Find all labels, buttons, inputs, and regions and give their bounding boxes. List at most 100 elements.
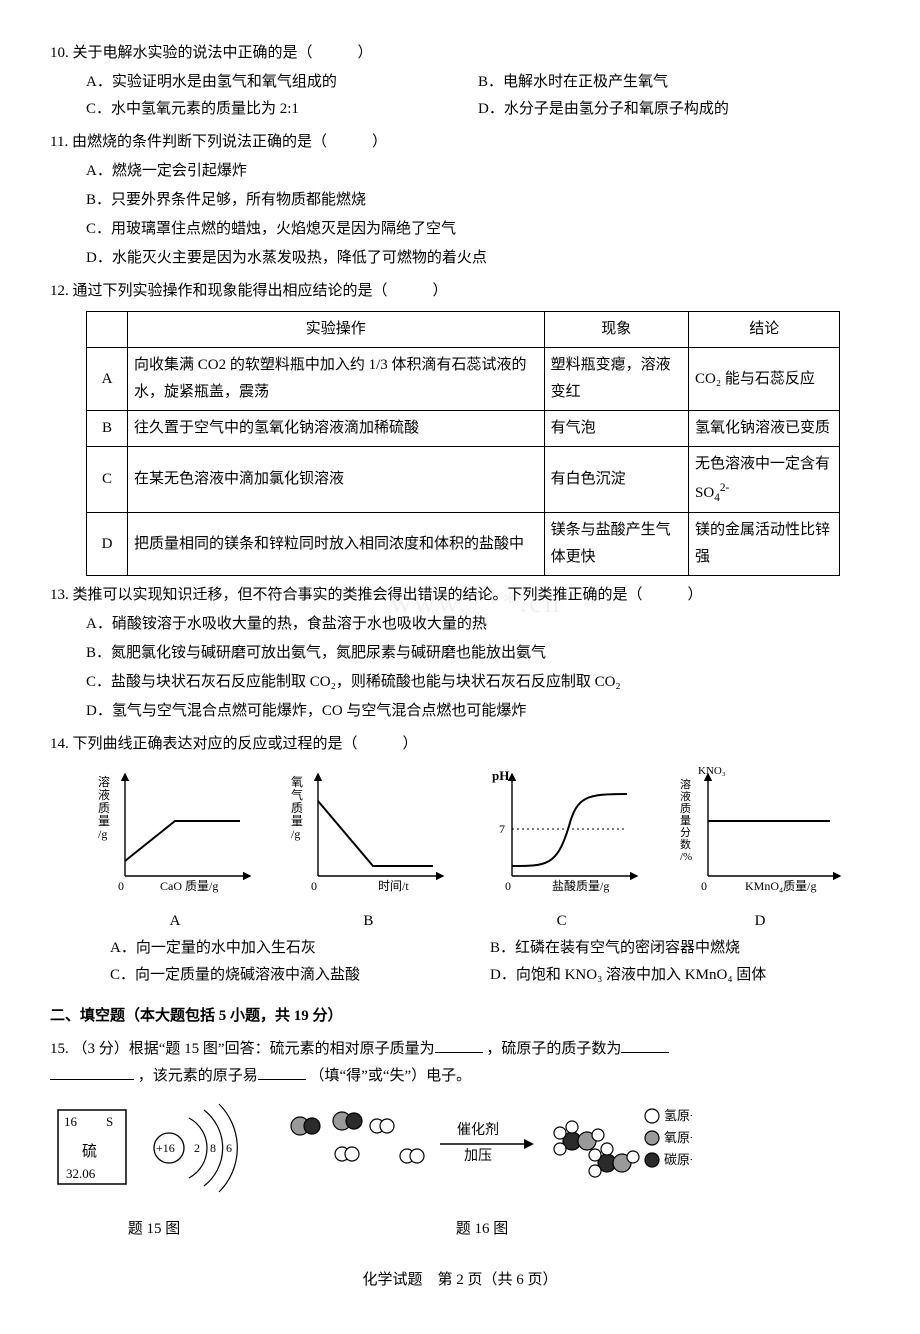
svg-text:0: 0 — [701, 879, 707, 893]
q14: 14. 下列曲线正确表达对应的反应或过程的是（ ） — [50, 731, 870, 758]
q13: 13. 类推可以实现知识迁移，但不符合事实的类推会得出错误的结论。下列类推正确的… — [50, 582, 870, 609]
q14-opt-a: A．向一定量的水中加入生石灰 — [110, 935, 490, 962]
fig15-mass: 32.06 — [66, 1166, 96, 1181]
svg-text:氢原子: 氢原子 — [664, 1108, 692, 1123]
chart-c-xlabel: 盐酸质量/g — [552, 878, 609, 893]
table-row: D 把质量相同的镁条和锌粒同时放入相同浓度和体积的盐酸中 镁条与盐酸产生气体更快… — [87, 513, 840, 576]
fig15-s3: 6 — [226, 1141, 232, 1155]
q10-stem: 关于电解水实验的说法中正确的是（ ） — [73, 45, 373, 61]
chart-b-ylabel: 氧气质量/g — [291, 775, 303, 841]
q12-d-k: D — [87, 513, 128, 576]
q13-stem: 类推可以实现知识迁移，但不符合事实的类推会得出错误的结论。下列类推正确的是（ ） — [73, 587, 703, 603]
q11-opt-c: C．用玻璃罩住点燃的蜡烛，火焰熄灭是因为隔绝了空气 — [86, 216, 870, 243]
q14-opt-d: D．向饱和 KNO₃ 溶液中加入 KMnO₄ 固体 — [490, 962, 870, 989]
table-row: B 往久置于空气中的氢氧化钠溶液滴加稀硫酸 有气泡 氢氧化钠溶液已变质 — [87, 411, 840, 447]
blank — [258, 1064, 306, 1080]
fig16: 催化剂 加压 氢原子氧原子碳原子 题 16 图 — [272, 1096, 692, 1243]
chart-c: pH 7 0 盐酸质量/g C — [477, 766, 647, 935]
q12-h-op: 实验操作 — [128, 312, 545, 348]
svg-text:碳原子: 碳原子 — [664, 1152, 692, 1167]
q15-mid2: ，该元素的原子易 — [138, 1068, 258, 1084]
q11-stem: 由燃烧的条件判断下列说法正确的是（ ） — [72, 134, 387, 150]
q15-mid1: ，硫原子的质子数为 — [486, 1041, 621, 1057]
q11-opt-b: B．只要外界条件足够，所有物质都能燃烧 — [86, 187, 870, 214]
q14-opt-b: B．红磷在装有空气的密闭容器中燃烧 — [490, 935, 870, 962]
q15: 15. （3 分）根据“题 15 图”回答：硫元素的相对原子质量为 ，硫原子的质… — [50, 1036, 870, 1090]
svg-text:0: 0 — [311, 879, 317, 893]
chart-c-ylabel: pH — [492, 768, 509, 783]
q10-num: 10. — [50, 45, 69, 61]
fig16-arrow-top: 催化剂 — [457, 1122, 499, 1138]
blank — [435, 1037, 483, 1053]
q14-charts: 溶液质量/g 0 CaO 质量/g A 氧气质量/g 0 时间/t B pH 7 — [50, 760, 870, 935]
q13-opt-d: D．氢气与空气混合点燃可能爆炸，CO 与空气混合点燃也可能爆炸 — [86, 698, 870, 725]
q12-c-op: 在某无色溶液中滴加氯化钡溶液 — [128, 447, 545, 513]
fig15-s1: 2 — [194, 1141, 200, 1155]
chart-b-xlabel: 时间/t — [378, 879, 409, 893]
chart-c-tick: 7 — [499, 822, 505, 836]
q12-a-k: A — [87, 348, 128, 411]
q14-stem: 下列曲线正确表达对应的反应或过程的是（ ） — [73, 736, 418, 752]
q12-h-blank — [87, 312, 128, 348]
q14-options: A．向一定量的水中加入生石灰 B．红磷在装有空气的密闭容器中燃烧 C．向一定质量… — [50, 935, 870, 989]
q12-c-ph: 有白色沉淀 — [544, 447, 688, 513]
chart-d-top: KNO₃ — [698, 766, 726, 777]
q13-num: 13. — [50, 587, 69, 603]
chart-a: 溶液质量/g 0 CaO 质量/g A — [90, 766, 260, 935]
svg-text:0: 0 — [505, 879, 511, 893]
q15-mid3: （填“得”或“失”）电子。 — [310, 1068, 472, 1084]
fig15-s2: 8 — [210, 1141, 216, 1155]
chart-d-letter: D — [670, 908, 850, 935]
chart-b: 氧气质量/g 0 时间/t B — [283, 766, 453, 935]
q10-opt-c: C．水中氢氧元素的质量比为 2:1 — [86, 96, 478, 123]
section2-title: 二、填空题（本大题包括 5 小题，共 19 分） — [50, 1003, 870, 1030]
q12-b-op: 往久置于空气中的氢氧化钠溶液滴加稀硫酸 — [128, 411, 545, 447]
q12-h-ph: 现象 — [544, 312, 688, 348]
q12-d-op: 把质量相同的镁条和锌粒同时放入相同浓度和体积的盐酸中 — [128, 513, 545, 576]
table-row: A 向收集满 CO2 的软塑料瓶中加入约 1/3 体积滴有石蕊试液的水，旋紧瓶盖… — [87, 348, 840, 411]
figure-row: 16 S 硫 32.06 +16 2 8 6 题 15 图 催化剂 加压 — [50, 1096, 870, 1243]
q12-b-ph: 有气泡 — [544, 411, 688, 447]
q12-num: 12. — [50, 283, 69, 299]
chart-a-xlabel: CaO 质量/g — [160, 879, 218, 893]
q12-b-k: B — [87, 411, 128, 447]
chart-d-xlabel: KMnO₄质量/g — [745, 879, 817, 893]
q12-table: 实验操作 现象 结论 A 向收集满 CO2 的软塑料瓶中加入约 1/3 体积滴有… — [86, 311, 840, 576]
fig15-sym: S — [106, 1114, 113, 1129]
blank — [621, 1037, 669, 1053]
chart-a-ylabel: 溶液质量/g — [98, 774, 110, 841]
chart-d-ylabel: 溶液质量分数/% — [680, 777, 692, 863]
fig15-num: 16 — [64, 1114, 78, 1129]
q11-opt-d: D．水能灭火主要是因为水蒸发吸热，降低了可燃物的着火点 — [86, 245, 870, 272]
fig15-caption: 题 15 图 — [54, 1216, 254, 1243]
q12-h-con: 结论 — [689, 312, 840, 348]
chart-c-letter: C — [477, 908, 647, 935]
q12-a-op: 向收集满 CO2 的软塑料瓶中加入约 1/3 体积滴有石蕊试液的水，旋紧瓶盖，震… — [128, 348, 545, 411]
q11-opt-a: A．燃烧一定会引起爆炸 — [86, 158, 870, 185]
fig16-caption: 题 16 图 — [272, 1216, 692, 1243]
q14-num: 14. — [50, 736, 69, 752]
fig15-center: +16 — [156, 1141, 175, 1155]
chart-d: KNO₃ 溶液质量分数/% 0 KMnO₄质量/g D — [670, 766, 850, 935]
q12-d-con: 镁的金属活动性比锌强 — [689, 513, 840, 576]
page-footer: 化学试题 第 2 页（共 6 页） — [50, 1267, 870, 1294]
q11-options: A．燃烧一定会引起爆炸 B．只要外界条件足够，所有物质都能燃烧 C．用玻璃罩住点… — [50, 158, 870, 272]
q10-opt-d: D．水分子是由氢分子和氧原子构成的 — [478, 96, 870, 123]
q15-num: 15. — [50, 1041, 69, 1057]
svg-text:氧原子: 氧原子 — [664, 1130, 692, 1145]
q10-opt-a: A．实验证明水是由氢气和氧气组成的 — [86, 69, 478, 96]
q12-b-con: 氢氧化钠溶液已变质 — [689, 411, 840, 447]
q12: 12. 通过下列实验操作和现象能得出相应结论的是（ ） — [50, 278, 870, 305]
q12-d-ph: 镁条与盐酸产生气体更快 — [544, 513, 688, 576]
q10: 10. 关于电解水实验的说法中正确的是（ ） — [50, 40, 870, 67]
fig15: 16 S 硫 32.06 +16 2 8 6 题 15 图 — [54, 1096, 254, 1243]
q13-opt-c: C．盐酸与块状石灰石反应能制取 CO₂，则稀硫酸也能与块状石灰石反应制取 CO₂ — [86, 669, 870, 696]
q10-opt-b: B．电解水时在正极产生氧气 — [478, 69, 870, 96]
q13-options: A．硝酸铵溶于水吸收大量的热，食盐溶于水也吸收大量的热 B．氮肥氯化铵与碱研磨可… — [50, 611, 870, 725]
svg-text:0: 0 — [118, 879, 124, 893]
q15-prefix: （3 分）根据“题 15 图”回答：硫元素的相对原子质量为 — [73, 1041, 435, 1057]
q11: 11. 由燃烧的条件判断下列说法正确的是（ ） — [50, 129, 870, 156]
q12-a-ph: 塑料瓶变瘪，溶液变红 — [544, 348, 688, 411]
q12-c-con: 无色溶液中一定含有 SO42- — [689, 447, 840, 513]
q12-c-k: C — [87, 447, 128, 513]
